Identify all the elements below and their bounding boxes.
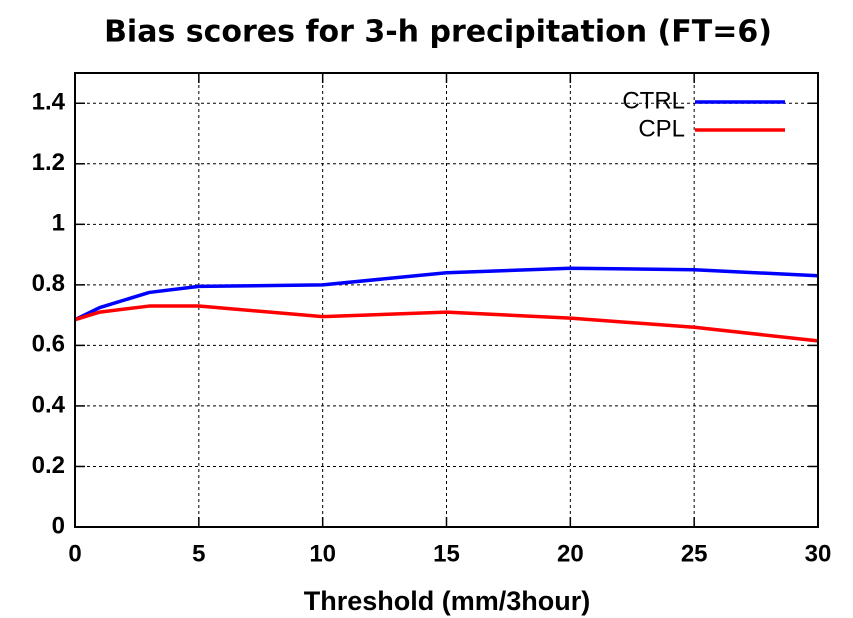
data-line [74,304,819,343]
x-tick-label: 20 [557,540,584,567]
legend-label: CPL [638,115,685,142]
x-axis-label: Threshold (mm/3hour) [304,586,591,616]
y-tick-label: 1.4 [32,89,66,116]
data-line [74,266,819,322]
chart-title: Bias scores for 3-h precipitation (FT=6) [104,15,772,50]
x-tick-label: 10 [309,540,336,567]
x-tick-label: 25 [681,540,708,567]
y-tick-label: 0.4 [32,391,66,418]
y-tick-label: 1 [52,210,65,237]
x-tick-label: 15 [433,540,460,567]
y-tick-label: 1.2 [32,149,65,176]
x-tick-label: 5 [192,540,205,567]
y-tick-label: 0.2 [32,452,65,479]
y-tick-label: 0.8 [32,270,65,297]
legend-label: CTRL [622,87,685,114]
y-tick-label: 0 [52,512,65,539]
x-tick-label: 30 [805,540,832,567]
plot-frame [74,72,819,528]
y-tick-label: 0.6 [32,331,65,358]
x-tick-label: 0 [68,540,81,567]
